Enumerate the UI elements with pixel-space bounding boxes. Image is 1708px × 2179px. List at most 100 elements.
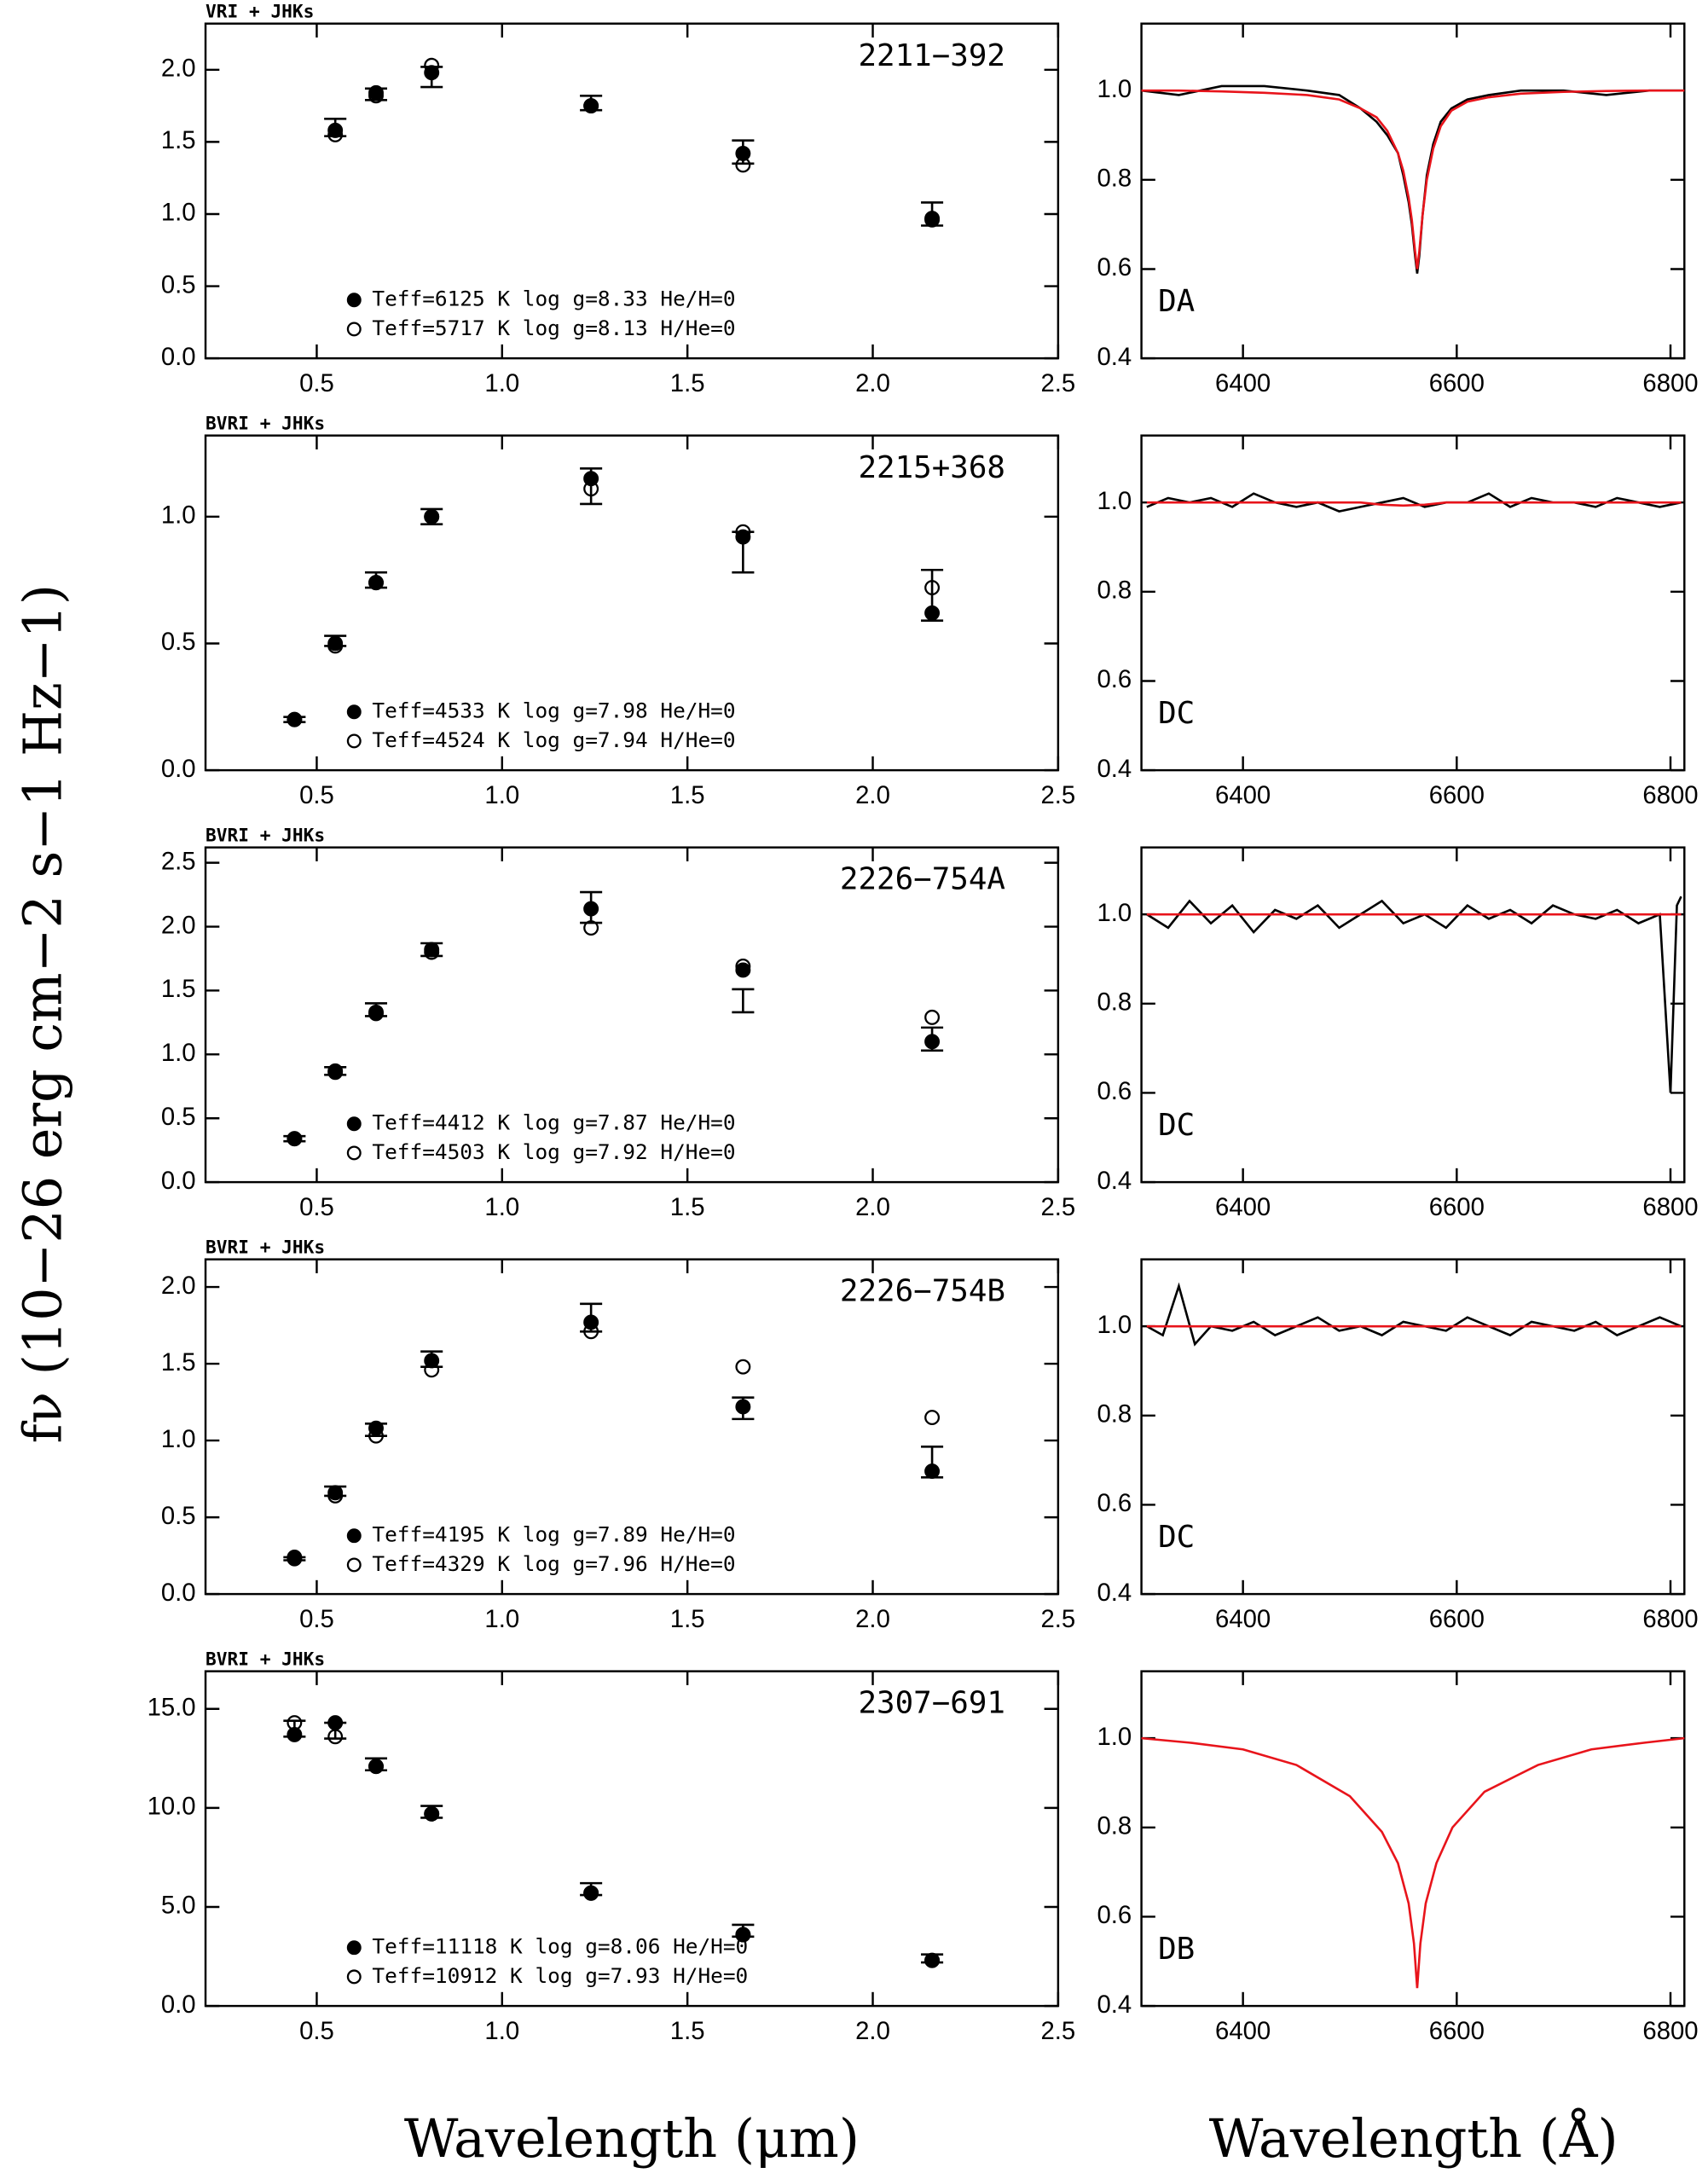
x-tick-label: 2.5	[1041, 2017, 1076, 2045]
x-tick-label: 1.0	[484, 1193, 519, 1221]
y-tick-label: 2.5	[161, 847, 196, 875]
legend-label: Teff=4533 K log g=7.98 He/H=0	[372, 698, 735, 723]
legend-marker	[346, 1557, 362, 1573]
x-tick-label: 6600	[1429, 1605, 1485, 1633]
spectral-type: DC	[1158, 1108, 1195, 1143]
y-tick-label: 15.0	[148, 1694, 196, 1722]
y-tick-label: 0.0	[161, 1991, 196, 2019]
spectral-type: DC	[1158, 696, 1195, 731]
open-point	[735, 157, 751, 173]
x-tick-label: 2.5	[1041, 369, 1076, 397]
legend-label: Teff=6125 K log g=8.33 He/H=0	[372, 287, 735, 311]
plot-frame	[204, 434, 1060, 772]
x-tick-label: 1.5	[670, 1605, 705, 1633]
open-point	[287, 1131, 303, 1147]
open-point	[583, 98, 599, 114]
x-tick-label: 6400	[1215, 2017, 1271, 2045]
x-tick-label: 1.5	[670, 2017, 705, 2045]
open-point	[368, 1005, 384, 1022]
y-tick-label: 0.8	[1097, 1400, 1132, 1429]
legend-marker	[346, 733, 362, 749]
x-tick-label: 6600	[1429, 781, 1485, 809]
y-tick-label: 1.0	[1097, 1311, 1132, 1339]
filled-point	[583, 901, 599, 917]
x-tick-label: 6600	[1429, 369, 1485, 397]
x-tick-label: 1.0	[484, 2017, 519, 2045]
legend-label: Teff=11118 K log g=8.06 He/H=0	[372, 1934, 748, 1959]
filled-point	[327, 1485, 344, 1501]
legend-marker	[346, 1145, 362, 1161]
filled-point	[735, 145, 751, 161]
y-tick-label: 0.4	[1097, 1991, 1132, 2019]
x-tick-label: 6800	[1642, 781, 1698, 809]
open-point	[583, 1324, 599, 1340]
x-tick-label: 6600	[1429, 2017, 1485, 2045]
open-point	[424, 1805, 440, 1822]
filled-point	[924, 605, 941, 621]
y-tick-label: 10.0	[148, 1793, 196, 1821]
filled-point	[327, 122, 344, 138]
open-point	[583, 920, 599, 936]
x-tick-label: 2.5	[1041, 1193, 1076, 1221]
y-tick-label: 0.4	[1097, 343, 1132, 371]
open-point	[368, 1759, 384, 1775]
x-tick-label: 2.5	[1041, 781, 1076, 809]
panel-title: 2226−754B	[840, 1274, 1005, 1309]
open-point	[368, 88, 384, 104]
x-tick-label: 1.5	[670, 369, 705, 397]
open-point	[287, 711, 303, 727]
open-point	[424, 508, 440, 524]
y-tick-label: 2.0	[161, 911, 196, 939]
legend-label: Teff=4412 K log g=7.87 He/H=0	[372, 1110, 735, 1135]
x-tick-label: 2.0	[855, 781, 890, 809]
y-tick-label: 1.0	[161, 501, 196, 530]
spectral-type: DC	[1158, 1520, 1195, 1555]
y-tick-label: 0.6	[1097, 665, 1132, 693]
legend-label: Teff=10912 K log g=7.93 H/He=0	[372, 1963, 748, 1988]
y-tick-label: 0.0	[161, 343, 196, 371]
x-tick-label: 2.5	[1041, 1605, 1076, 1633]
y-tick-label: 0.5	[161, 1502, 196, 1530]
x-tick-label: 6400	[1215, 369, 1271, 397]
legend-marker	[346, 322, 362, 337]
y-tick-label: 0.8	[1097, 1812, 1132, 1840]
x-tick-label: 2.0	[855, 369, 890, 397]
panel-subtitle: VRI + JHKs	[206, 1, 314, 22]
panel-title: 2226−754A	[840, 862, 1005, 897]
open-point	[424, 944, 440, 960]
spectrum-line	[1141, 1736, 1685, 1989]
x-axis-label: Wavelength (μm)	[404, 2108, 860, 2170]
x-tick-label: 2.0	[855, 2017, 890, 2045]
y-tick-label: 1.5	[161, 1348, 196, 1376]
x-tick-label: 0.5	[299, 369, 334, 397]
legend-marker	[346, 293, 362, 308]
open-point	[327, 638, 344, 654]
x-tick-label: 0.5	[299, 1605, 334, 1633]
x-tick-label: 0.5	[299, 2017, 334, 2045]
x-tick-label: 6600	[1429, 1193, 1485, 1221]
y-tick-label: 0.6	[1097, 1901, 1132, 1929]
y-tick-label: 0.5	[161, 1103, 196, 1131]
open-point	[924, 1009, 941, 1025]
y-tick-label: 0.5	[161, 628, 196, 656]
panel-title: 2215+368	[858, 450, 1005, 485]
x-tick-label: 0.5	[299, 1193, 334, 1221]
y-axis-label: fν (10−26 erg cm−2 s−1 Hz−1)	[12, 584, 73, 1444]
open-point	[735, 1927, 751, 1943]
y-tick-label: 2.0	[161, 1272, 196, 1300]
x-tick-label: 2.0	[855, 1193, 890, 1221]
open-point	[924, 580, 941, 596]
spectrum-line	[1141, 89, 1685, 269]
open-point	[583, 1885, 599, 1901]
y-tick-label: 1.0	[161, 199, 196, 227]
open-point	[287, 1549, 303, 1565]
error-bar	[732, 988, 755, 1014]
legend-marker	[346, 704, 362, 720]
open-point	[424, 1362, 440, 1378]
panel-title: 2307−691	[858, 1686, 1005, 1721]
y-tick-label: 1.0	[161, 1425, 196, 1453]
x-tick-label: 6800	[1642, 2017, 1698, 2045]
legend-marker	[346, 1969, 362, 1985]
plot-frame	[1140, 846, 1686, 1184]
